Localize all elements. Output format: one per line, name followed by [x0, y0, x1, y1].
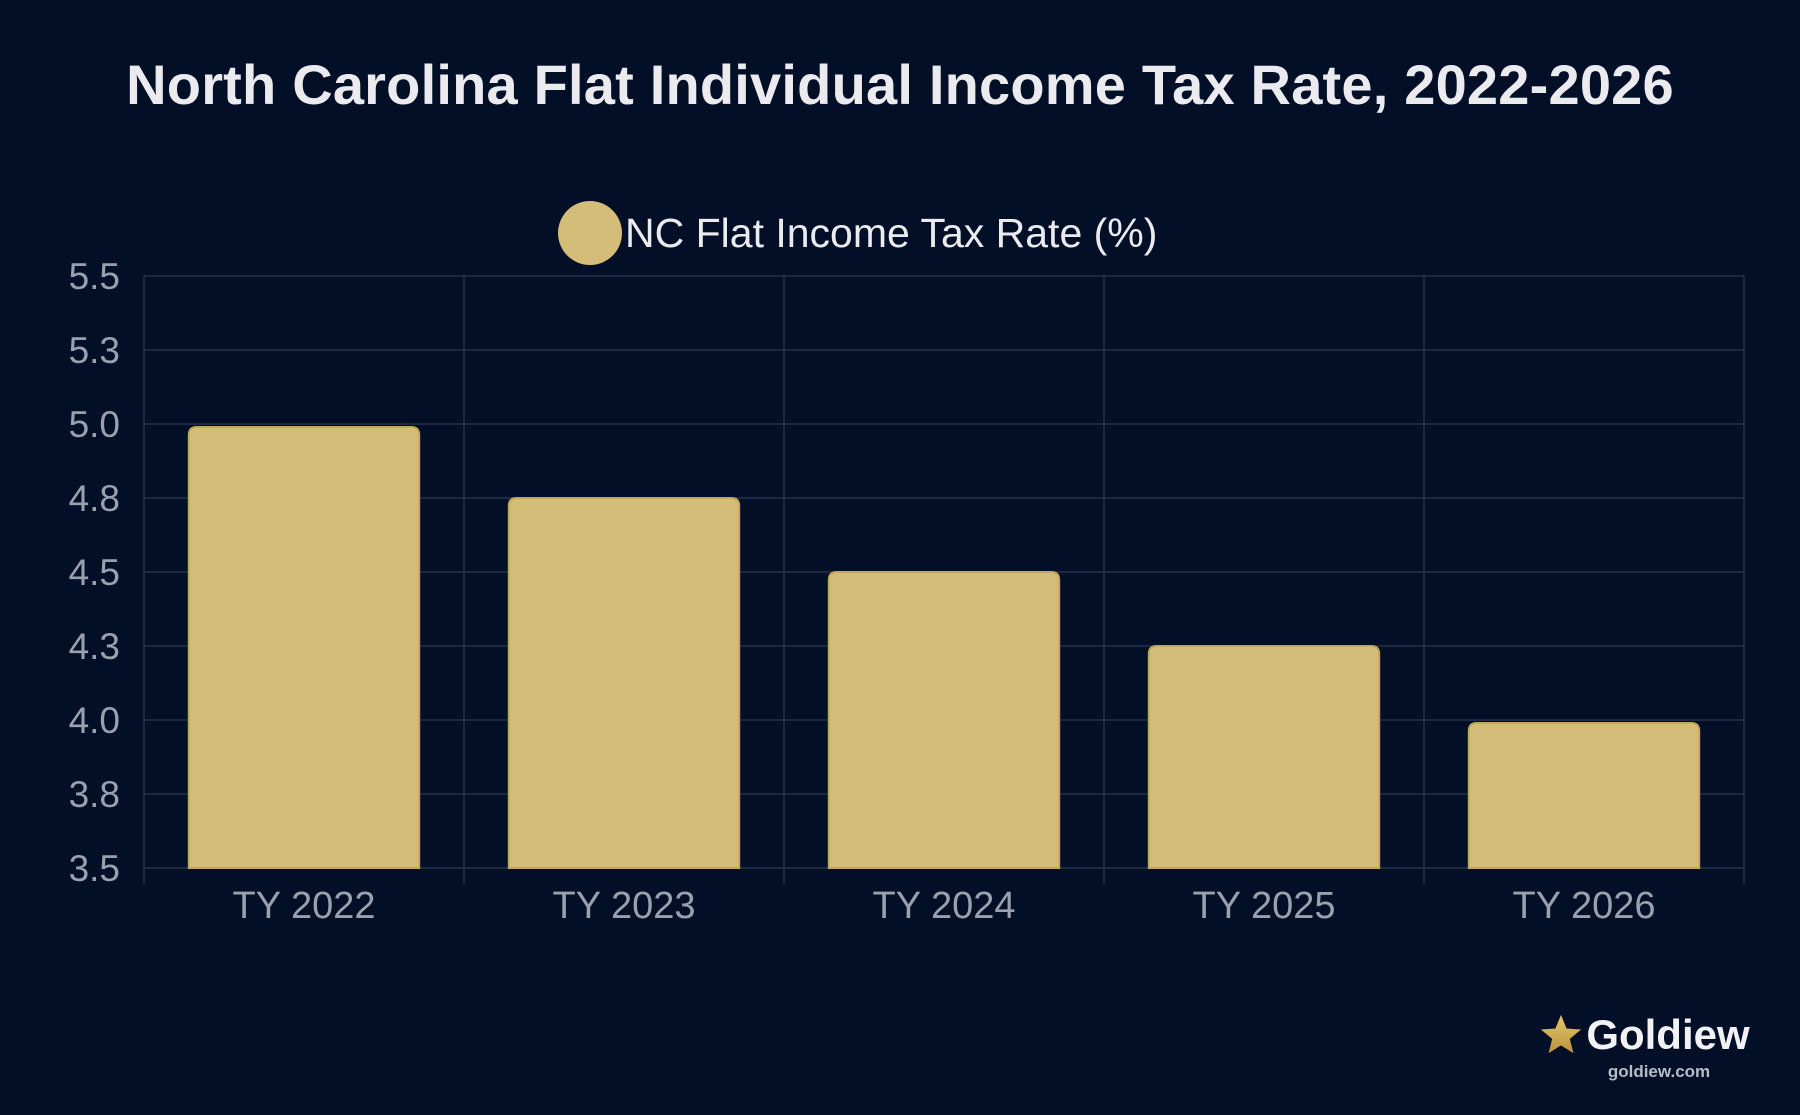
y-tick-label: 4.3	[69, 626, 120, 667]
x-tick-label: TY 2025	[1193, 885, 1336, 927]
chart-title: North Carolina Flat Individual Income Ta…	[126, 53, 1674, 116]
legend-swatch	[558, 201, 622, 265]
y-tick-label: 4.8	[69, 478, 120, 519]
y-tick-label: 5.0	[69, 404, 120, 445]
bar	[827, 571, 1061, 869]
axes: 5.5 5.3 5.0 4.8 4.5 4.3 4.0 3.8 3.5 TY 2022 TY 202…	[69, 256, 1656, 927]
bar	[507, 497, 741, 869]
y-tick-label: 5.3	[69, 330, 120, 371]
bars	[187, 425, 1701, 869]
x-tick-label: TY 2026	[1513, 885, 1656, 927]
bar	[1147, 645, 1381, 869]
x-tick-label: TY 2022	[233, 885, 376, 927]
y-tick-label: 4.0	[69, 700, 120, 741]
y-tick-label: 3.5	[69, 848, 120, 889]
brand-logo: Goldiew goldiew.com	[1534, 1012, 1754, 1082]
legend: NC Flat Income Tax Rate (%)	[558, 201, 1157, 265]
x-tick-label: TY 2023	[553, 885, 696, 927]
star-icon	[1541, 1014, 1582, 1054]
y-tick-label: 3.8	[69, 774, 120, 815]
x-tick-label: TY 2024	[873, 885, 1016, 927]
legend-label: NC Flat Income Tax Rate (%)	[625, 210, 1157, 256]
y-tick-label: 4.5	[69, 552, 120, 593]
bar	[187, 425, 421, 869]
bar	[1467, 721, 1701, 869]
y-tick-label: 5.5	[69, 256, 120, 297]
brand-name: Goldiew	[1586, 1011, 1750, 1058]
brand-url: goldiew.com	[1607, 1062, 1711, 1081]
